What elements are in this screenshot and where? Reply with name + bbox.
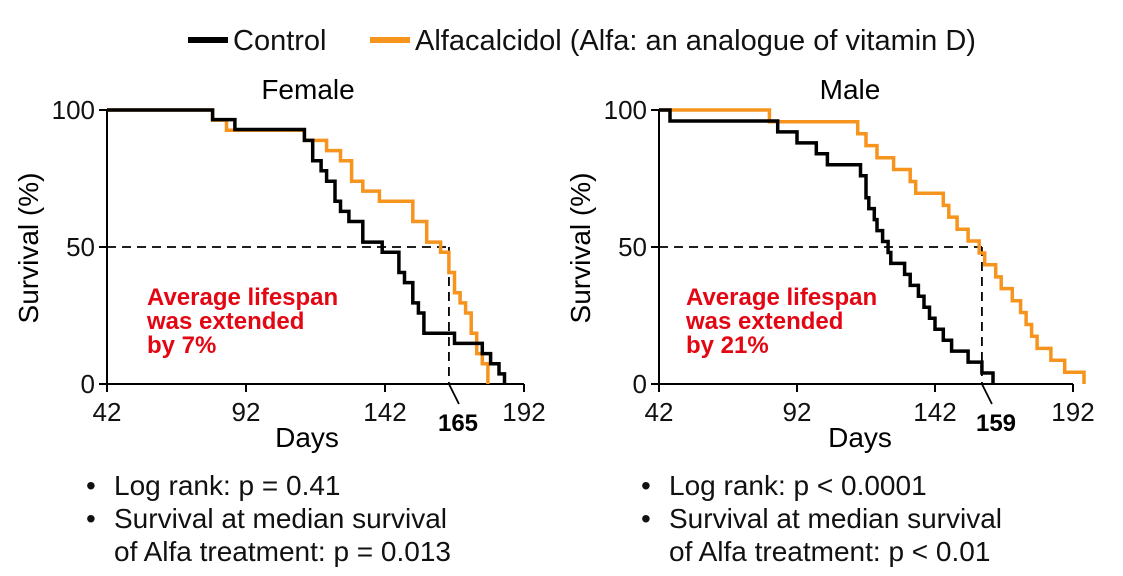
female-y-tick-label: 100 [52,95,95,125]
legend-alfa-label: Alfacalcidol (Alfa: an analogue of vitam… [415,25,976,57]
bullet-icon: • [641,470,651,501]
female-median-text-1: Survival at median survival [114,503,448,534]
male-y-tick-label: 100 [604,95,647,125]
male-y-tick-label: 0 [633,369,647,399]
female-x-tick-label: 192 [502,397,545,427]
male-alfacalcidol-curve [659,108,1086,384]
male-x-axis-label: Days [828,422,892,453]
male-control-curve [659,108,995,384]
male-stats: • Log rank: p < 0.0001 • Survival at media… [641,469,1002,568]
bullet-icon: • [86,503,96,534]
female-annotation-line-2: was extended [146,308,304,335]
female-title: Female [261,74,354,105]
bullet-icon: • [641,503,651,534]
male-median-label: 159 [976,410,1016,437]
male-annotation-line-1: Average lifespan [686,284,877,311]
male-x-tick-label: 142 [913,397,956,427]
male-stat-median: • Survival at median survival [641,502,1002,535]
female-median-leader [448,383,460,405]
legend: Control Alfacalcidol (Alfa: an analogue … [188,25,976,57]
male-title: Male [820,74,881,105]
male-x-tick-label: 192 [1051,397,1094,427]
female-y-tick-label: 50 [66,232,95,262]
male-logrank-text: Log rank: p < 0.0001 [669,470,927,501]
female-x-tick-label: 92 [232,397,261,427]
male-x-tick-label: 42 [645,397,674,427]
male-annotation-line-3: by 21% [686,332,769,359]
female-x-axis-label: Days [275,422,339,453]
female-annotation-line-1: Average lifespan [147,284,338,311]
male-stat-logrank: • Log rank: p < 0.0001 [641,469,1002,502]
female-stat-median: • Survival at median survival [86,502,451,535]
male-panel: Male Survival (%) Days Average lifespan … [565,74,1095,453]
male-y-tick-label: 50 [618,232,647,262]
male-y-axis-label: Survival (%) [565,173,596,324]
female-panel: Female Survival (%) Days Average lifespa… [13,74,546,453]
female-stats: • Log rank: p = 0.41 • Survival at median … [86,469,451,568]
female-median-label: 165 [438,410,478,437]
male-x-tick-label: 92 [783,397,812,427]
male-median-text-2: of Alfa treatment: p < 0.01 [669,536,991,567]
female-median-text-2: of Alfa treatment: p = 0.013 [114,536,451,567]
female-y-tick-label: 0 [81,369,95,399]
female-x-tick-label: 42 [93,397,122,427]
female-x-tick-label: 142 [363,397,406,427]
female-stat-logrank: • Log rank: p = 0.41 [86,469,451,502]
male-median-leader [981,383,993,405]
female-logrank-text: Log rank: p = 0.41 [114,470,341,501]
bullet-icon: • [86,470,96,501]
female-control-curve [107,108,507,384]
male-median-text-1: Survival at median survival [669,503,1003,534]
male-annotation-line-2: was extended [685,308,843,335]
legend-control-label: Control [233,25,327,57]
female-annotation-line-3: by 7% [147,332,216,359]
female-y-axis-label: Survival (%) [13,173,44,324]
